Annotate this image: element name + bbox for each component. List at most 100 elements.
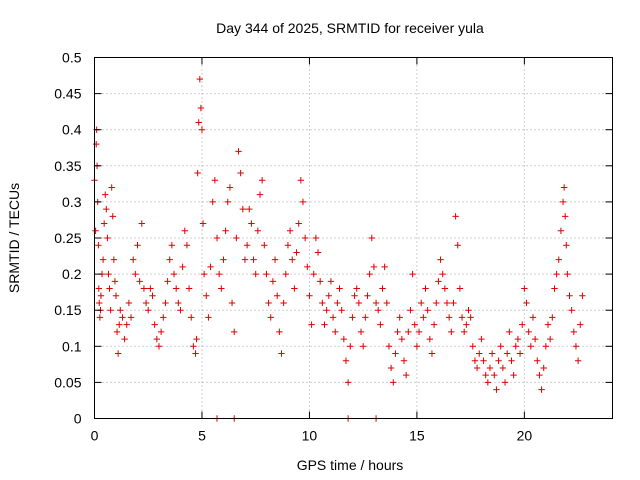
- data-point: [157, 328, 165, 336]
- data-point: [426, 335, 434, 343]
- data-point: [284, 242, 292, 249]
- data-point: [105, 270, 112, 278]
- data-point: [291, 285, 298, 292]
- data-point: [484, 379, 492, 386]
- data-point: [338, 307, 345, 314]
- data-point: [413, 343, 421, 350]
- data-point: [527, 343, 535, 350]
- data-point: [430, 321, 438, 328]
- data-point: [243, 242, 251, 249]
- data-point: [424, 307, 431, 314]
- data-point: [577, 321, 584, 328]
- x-tick-label: 10: [302, 428, 318, 444]
- data-point: [149, 292, 156, 299]
- y-tick-label: 0.5: [62, 50, 82, 66]
- data-point: [428, 350, 436, 357]
- data-point: [325, 292, 332, 299]
- data-point: [542, 343, 550, 350]
- data-point: [574, 357, 582, 364]
- data-point: [106, 285, 113, 292]
- y-tick-label: 0.25: [54, 230, 81, 246]
- data-point: [312, 234, 320, 242]
- data-point: [123, 321, 130, 328]
- data-point: [456, 285, 464, 292]
- data-point: [334, 299, 341, 307]
- x-axis-ticks: 0 5 10 15 20: [91, 57, 533, 444]
- data-point: [321, 321, 328, 328]
- data-point: [193, 335, 200, 343]
- data-point: [366, 270, 373, 278]
- data-point: [254, 227, 262, 234]
- data-point: [203, 292, 210, 299]
- data-point: [97, 292, 105, 299]
- data-point: [452, 213, 459, 220]
- data-point: [381, 263, 388, 271]
- data-point: [267, 314, 274, 321]
- data-point: [155, 343, 163, 350]
- data-point: [465, 307, 472, 314]
- data-point: [370, 263, 378, 271]
- data-point: [95, 285, 102, 292]
- data-point: [142, 299, 150, 307]
- data-point: [96, 299, 103, 307]
- data-point: [103, 205, 110, 213]
- data-point: [205, 314, 212, 321]
- data-point: [209, 198, 216, 206]
- data-point: [340, 335, 348, 343]
- data-point: [162, 299, 169, 307]
- data-point: [531, 335, 539, 343]
- data-point: [398, 335, 406, 343]
- data-point: [192, 350, 199, 357]
- data-point: [278, 350, 285, 357]
- data-point: [422, 285, 429, 292]
- data-point: [207, 263, 214, 271]
- chart-title: Day 344 of 2025, SRMTID for receiver yul…: [216, 20, 484, 36]
- data-point: [256, 191, 264, 198]
- data-point: [188, 314, 195, 321]
- data-point: [140, 285, 148, 292]
- data-point: [566, 292, 573, 299]
- data-point: [153, 335, 161, 343]
- data-point: [415, 328, 423, 336]
- data-point: [506, 328, 513, 336]
- data-point: [519, 321, 526, 328]
- data-point: [372, 299, 380, 307]
- data-point: [409, 270, 416, 278]
- data-point: [400, 357, 408, 364]
- data-point: [480, 357, 487, 364]
- data-point: [336, 285, 343, 292]
- data-point: [175, 299, 182, 307]
- data-point: [351, 292, 358, 299]
- y-tick-label: 0.4: [62, 122, 82, 138]
- data-point: [564, 270, 571, 278]
- data-point: [276, 328, 283, 336]
- data-point: [377, 321, 384, 328]
- data-point: [96, 314, 104, 321]
- data-point: [402, 371, 410, 379]
- data-point: [454, 242, 461, 249]
- data-point: [355, 299, 363, 307]
- data-point: [342, 357, 350, 364]
- data-point: [211, 177, 219, 184]
- x-tick-label: 20: [517, 428, 533, 444]
- data-point: [476, 350, 483, 357]
- data-point: [418, 299, 425, 307]
- data-point: [514, 335, 522, 343]
- data-point: [443, 299, 451, 307]
- data-point: [289, 256, 296, 263]
- data-point: [304, 263, 311, 271]
- data-point: [316, 278, 324, 285]
- data-point: [525, 328, 532, 336]
- data-point: [108, 184, 115, 191]
- data-point: [151, 321, 158, 328]
- y-tick-label: 0.05: [54, 374, 81, 390]
- x-tick-label: 0: [91, 428, 99, 444]
- data-point: [213, 234, 221, 242]
- data-point: [295, 220, 302, 227]
- y-tick-label: 0.15: [54, 302, 81, 318]
- data-point: [102, 191, 109, 198]
- data-point: [467, 314, 474, 321]
- data-point: [218, 285, 225, 292]
- data-point: [437, 256, 444, 263]
